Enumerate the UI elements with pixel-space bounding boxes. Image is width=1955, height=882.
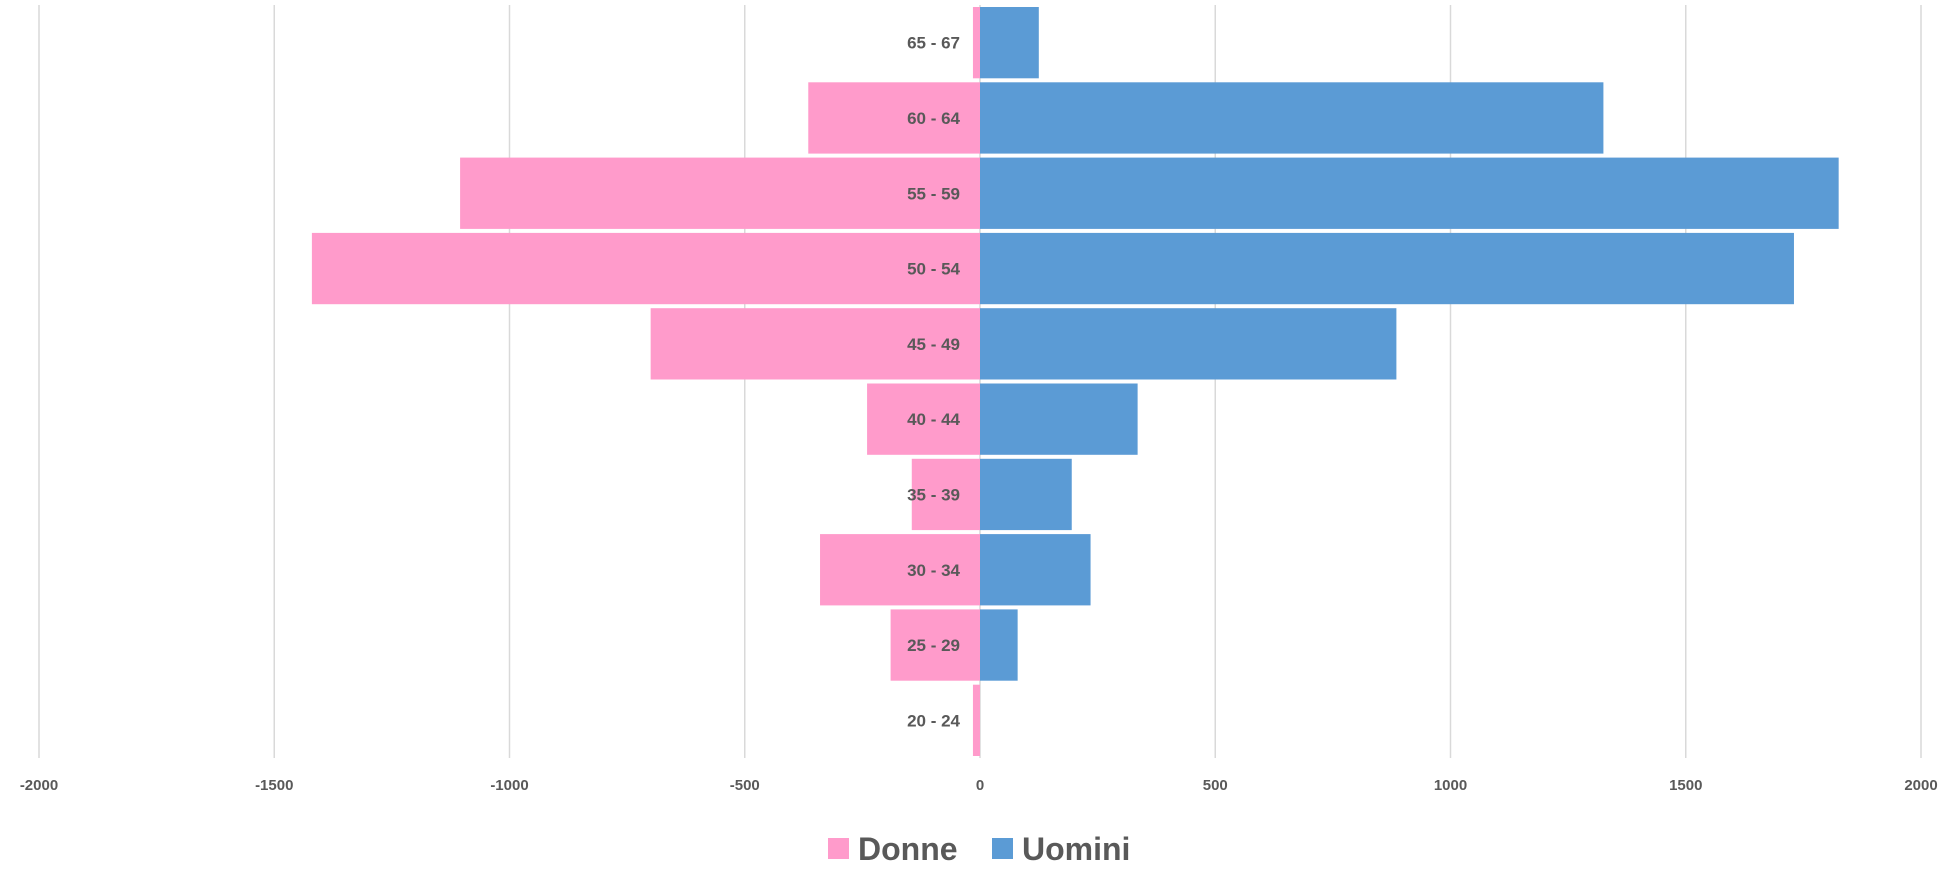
bar-donne-20-24: [972, 684, 980, 756]
category-label: 45 - 49: [907, 335, 960, 354]
bar-uomini-25-29: [980, 609, 1018, 681]
x-tick-label: -1500: [255, 777, 293, 794]
category-label: 30 - 34: [907, 561, 960, 580]
legend-label-donne: Donne: [858, 831, 958, 867]
category-labels: 20 - 24 25 - 29 30 - 34 35 - 39 40 - 44 45 - …: [907, 34, 960, 731]
x-tick-label: -1000: [490, 777, 528, 794]
bar-uomini-30-34: [980, 534, 1091, 606]
x-axis-tick-labels: -2000 -1500 -1000 -500 0 500 1000 1500 2000: [20, 777, 1938, 794]
legend-swatch-uomini: [992, 838, 1013, 859]
bar-donne-50-54: [311, 232, 980, 305]
x-tick-label: 0: [976, 777, 984, 794]
category-label: 55 - 59: [907, 184, 960, 203]
legend: Donne Uomini: [828, 831, 1130, 867]
category-label: 65 - 67: [907, 34, 960, 53]
bar-uomini-40-44: [980, 383, 1138, 455]
x-tick-label: -500: [730, 777, 760, 794]
bar-donne-45-49: [650, 308, 980, 380]
legend-label-uomini: Uomini: [1022, 831, 1130, 867]
category-label: 40 - 44: [907, 410, 960, 429]
x-tick-label: 1500: [1669, 777, 1702, 794]
bar-donne-35-39: [911, 458, 980, 531]
category-label: 60 - 64: [907, 109, 960, 128]
category-label: 20 - 24: [907, 711, 960, 730]
bar-donne-55-59: [460, 157, 980, 229]
bar-uomini-45-49: [980, 308, 1397, 380]
x-tick-label: 2000: [1904, 777, 1937, 794]
bar-uomini-50-54: [980, 232, 1794, 305]
bar-donne-40-44: [867, 383, 980, 455]
bar-uomini-35-39: [980, 458, 1072, 531]
bar-donne-25-29: [890, 609, 980, 681]
category-label: 35 - 39: [907, 485, 960, 504]
x-tick-label: -2000: [20, 777, 58, 794]
bar-donne-30-34: [820, 534, 980, 606]
bar-uomini-55-59: [980, 157, 1839, 229]
category-label: 50 - 54: [907, 260, 960, 279]
x-tick-label: 500: [1203, 777, 1228, 794]
bar-donne-60-64: [808, 82, 980, 154]
category-label: 25 - 29: [907, 636, 960, 655]
legend-swatch-donne: [828, 838, 849, 859]
bar-donne-65-67: [972, 7, 980, 79]
bar-uomini-60-64: [980, 82, 1604, 154]
x-tick-label: 1000: [1434, 777, 1467, 794]
bars: [311, 7, 1839, 756]
bar-uomini-65-67: [980, 7, 1039, 79]
